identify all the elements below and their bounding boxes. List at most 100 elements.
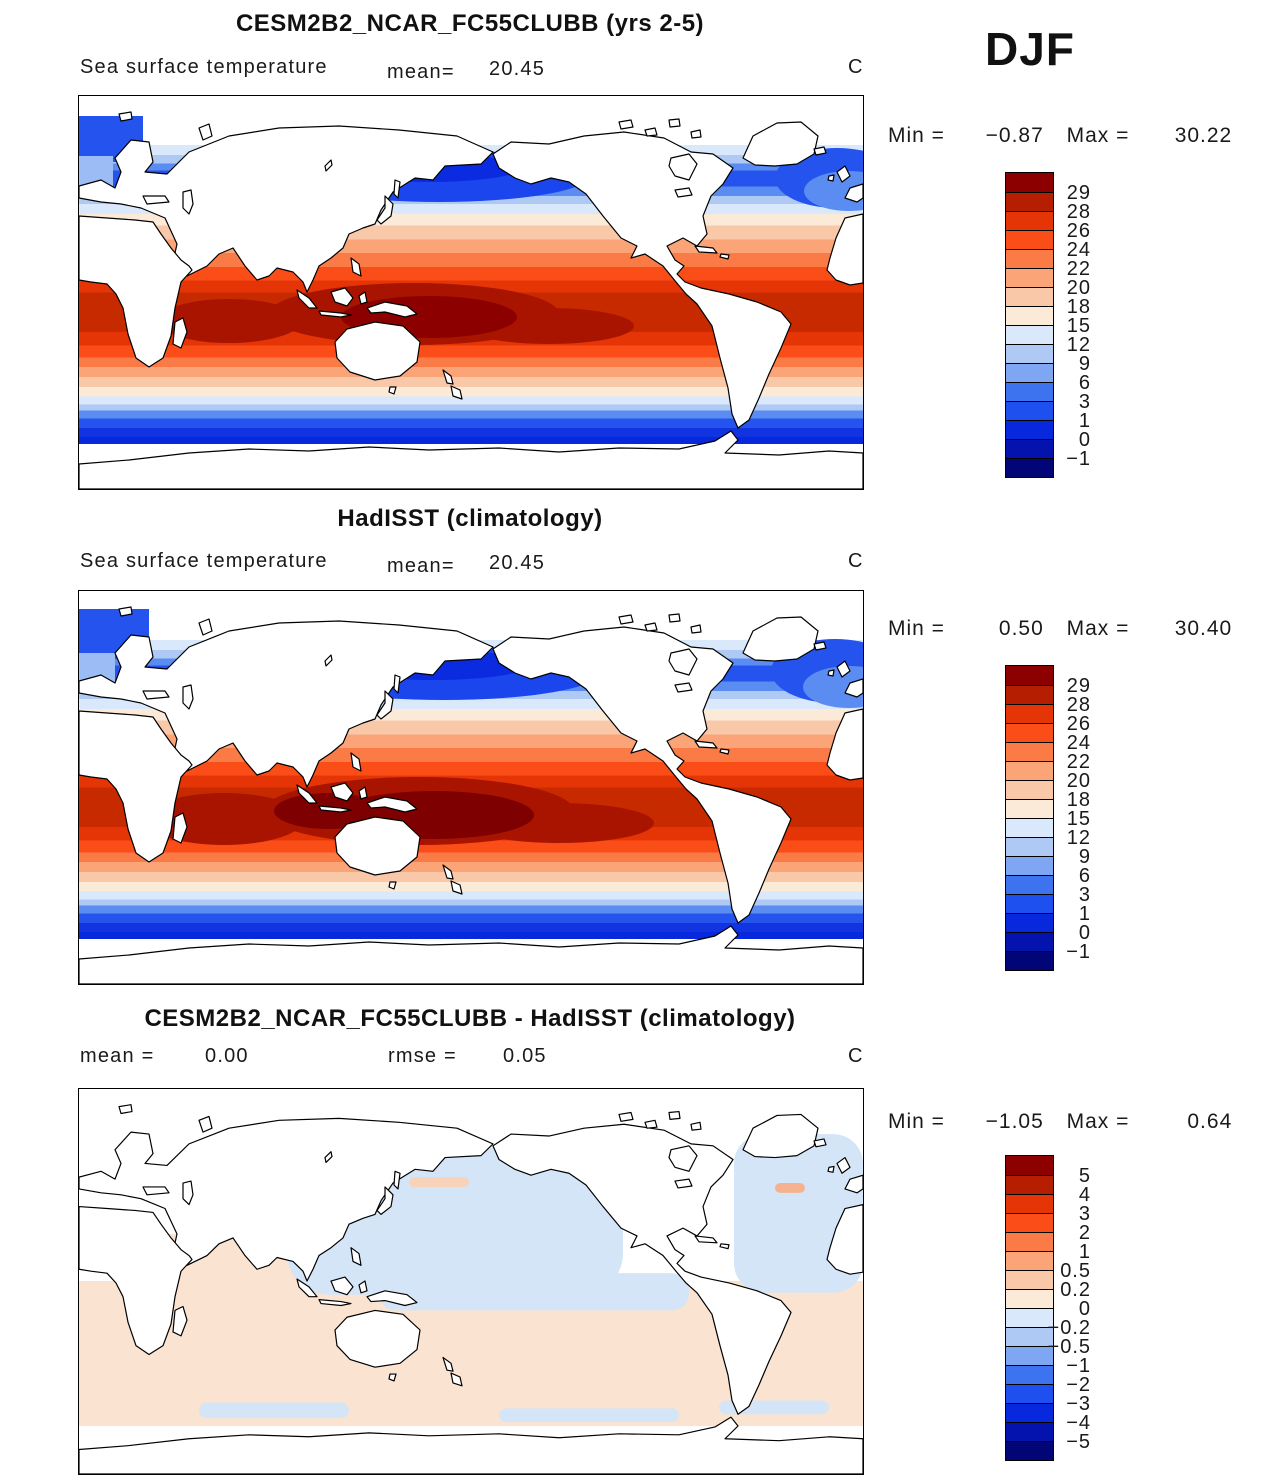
colorbar-cell xyxy=(1006,344,1053,363)
colorbar-tick-label: 9 xyxy=(1078,845,1091,868)
panel3-min-value: −1.05 xyxy=(985,1110,1044,1133)
colorbar-cell xyxy=(1006,723,1053,742)
colorbar-tick-label: 0.2 xyxy=(1060,1278,1091,1301)
colorbar-tick-label: 12 xyxy=(1066,826,1091,849)
panel3-map xyxy=(78,1088,864,1475)
colorbar-cell xyxy=(1006,1289,1053,1308)
panel1-max-label: Max = xyxy=(1066,124,1130,147)
colorbar-tick-label: −0.5 xyxy=(1047,1335,1091,1358)
colorbar-cell xyxy=(1006,1194,1053,1213)
colorbar-tick-label: 3 xyxy=(1078,883,1091,906)
colorbar-tick-label: 0 xyxy=(1078,921,1091,944)
panel2-variable-label: Sea surface temperature xyxy=(80,550,328,572)
colorbar-tick-label: 0.5 xyxy=(1060,1259,1091,1282)
panel3-unit-label: C xyxy=(848,1045,864,1067)
colorbar-tick-label: −3 xyxy=(1066,1392,1091,1415)
panel1-mean-value: 20.45 xyxy=(489,58,546,80)
panel1-mean-label: mean= xyxy=(387,61,455,83)
colorbar-cell xyxy=(1006,173,1053,192)
colorbar-tick-label: 26 xyxy=(1066,712,1091,735)
colorbar-tick-label: 1 xyxy=(1078,902,1091,925)
colorbar-tick-label: −5 xyxy=(1066,1430,1091,1453)
panel2-unit-label: C xyxy=(848,550,864,572)
colorbar-tick-label: 0 xyxy=(1078,1297,1091,1320)
panel3-mean-label: mean = xyxy=(80,1045,155,1067)
colorbar-tick-label: 20 xyxy=(1066,276,1091,299)
colorbar-tick-label: 1 xyxy=(1078,1240,1091,1263)
colorbar-tick-label: 9 xyxy=(1078,352,1091,375)
colorbar-cell xyxy=(1006,306,1053,325)
colorbar-cell xyxy=(1006,1251,1053,1270)
colorbar-cell xyxy=(1006,799,1053,818)
colorbar-cell xyxy=(1006,1346,1053,1365)
colorbar-tick-label: 5 xyxy=(1078,1164,1091,1187)
colorbar-tick-label: 28 xyxy=(1066,200,1091,223)
colorbar-tick-label: 29 xyxy=(1066,674,1091,697)
colorbar-cell xyxy=(1006,1384,1053,1403)
panel3-mean-value: 0.00 xyxy=(205,1045,249,1067)
panel3-title: CESM2B2_NCAR_FC55CLUBB - HadISST (climat… xyxy=(144,1005,796,1032)
colorbar-cell xyxy=(1006,211,1053,230)
panel1-min-value: −0.87 xyxy=(985,124,1044,147)
colorbar-cell xyxy=(1006,875,1053,894)
panel3-rmse-label: rmse = xyxy=(388,1045,457,1067)
panel3-minmax: Min = −1.05 Max = 0.64 xyxy=(888,1110,1232,1134)
colorbar-cell xyxy=(1006,1441,1053,1460)
colorbar-cell xyxy=(1006,439,1053,458)
colorbar-cell xyxy=(1006,780,1053,799)
panel1-unit-label: C xyxy=(848,56,864,78)
colorbar-cell xyxy=(1006,1422,1053,1441)
panel3-max-label: Max = xyxy=(1066,1110,1130,1133)
colorbar-cell xyxy=(1006,761,1053,780)
panel2-max-value: 30.40 xyxy=(1174,617,1233,640)
panel2-map-svg xyxy=(79,591,863,984)
panel3-colorbar: 5 4 3 2 1 0.5 0.2 0 −0.2 −0.5 −1 −2 −3 −4 −5 xyxy=(1005,1155,1155,1465)
colorbar-cell xyxy=(1006,1156,1053,1175)
colorbar-tick-label: 22 xyxy=(1066,750,1091,773)
panel3-max-value: 0.64 xyxy=(1187,1110,1233,1133)
colorbar-cell xyxy=(1006,420,1053,439)
colorbar-cell xyxy=(1006,666,1053,685)
colorbar-tick-label: 15 xyxy=(1066,807,1091,830)
colorbar-cell xyxy=(1006,894,1053,913)
panel3-map-svg xyxy=(79,1089,863,1474)
panel3-rmse-value: 0.05 xyxy=(503,1045,547,1067)
colorbar-cell xyxy=(1006,818,1053,837)
colorbar-cell xyxy=(1006,704,1053,723)
season-label: DJF xyxy=(985,23,1075,75)
colorbar-cell xyxy=(1006,192,1053,211)
colorbar-cell xyxy=(1006,951,1053,970)
panel1-minmax: Min = −0.87 Max = 30.22 xyxy=(888,124,1232,148)
colorbar-tick-label: 3 xyxy=(1078,390,1091,413)
colorbar-tick-label: 20 xyxy=(1066,769,1091,792)
colorbar-cell xyxy=(1006,1403,1053,1422)
colorbar-cell xyxy=(1006,382,1053,401)
colorbar-tick-label: 1 xyxy=(1078,409,1091,432)
colorbar-cell xyxy=(1006,249,1053,268)
colorbar-tick-label: −1 xyxy=(1066,447,1091,470)
colorbar-tick-label: 24 xyxy=(1066,731,1091,754)
colorbar-cell xyxy=(1006,913,1053,932)
colorbar-cell xyxy=(1006,401,1053,420)
panel2-title: HadISST (climatology) xyxy=(337,505,603,532)
colorbar-tick-label: 15 xyxy=(1066,314,1091,337)
panel1-max-value: 30.22 xyxy=(1174,124,1233,147)
colorbar-cell xyxy=(1006,325,1053,344)
colorbar-tick-label: 29 xyxy=(1066,181,1091,204)
colorbar-cell xyxy=(1006,1270,1053,1289)
colorbar-cell xyxy=(1006,856,1053,875)
colorbar-swatch-column xyxy=(1005,172,1054,478)
colorbar-tick-label: 28 xyxy=(1066,693,1091,716)
panel1-map-svg xyxy=(79,96,863,489)
colorbar-cell xyxy=(1006,1213,1053,1232)
colorbar-tick-label: 6 xyxy=(1078,371,1091,394)
colorbar-tick-label: 2 xyxy=(1078,1221,1091,1244)
colorbar-cell xyxy=(1006,932,1053,951)
panel2-max-label: Max = xyxy=(1066,617,1130,640)
colorbar-tick-label: 24 xyxy=(1066,238,1091,261)
panel2-colorbar: 29 28 26 24 22 20 18 15 12 9 6 3 1 0 −1 xyxy=(1005,665,1155,975)
colorbar-cell xyxy=(1006,268,1053,287)
colorbar-tick-label: −1 xyxy=(1066,940,1091,963)
colorbar-tick-label: −1 xyxy=(1066,1354,1091,1377)
